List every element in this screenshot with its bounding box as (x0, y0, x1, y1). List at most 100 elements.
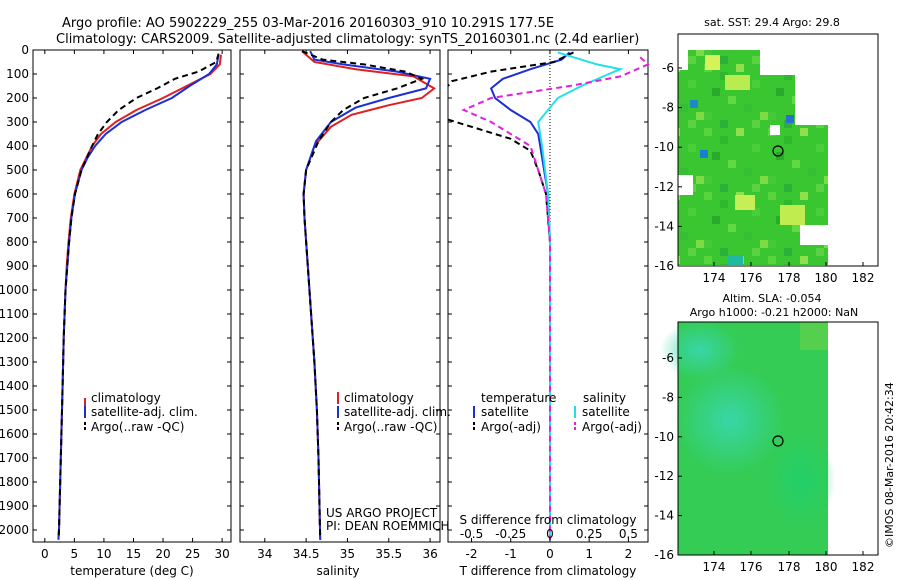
depth-tick-label: 500 (6, 163, 29, 177)
salinity-series-argo (301, 50, 425, 540)
sla-low-region (800, 322, 828, 350)
x-tick-label: 35.5 (375, 547, 402, 561)
s-tick-label: 0.5 (619, 527, 638, 541)
map-x-tick-label: 176 (740, 560, 763, 574)
sst-warm-patch (725, 75, 750, 90)
map-y-tick-label: -12 (654, 180, 674, 194)
sla-high-region (660, 320, 740, 380)
map-x-tick-label: 182 (852, 560, 875, 574)
map-x-tick-label: 174 (703, 560, 726, 574)
sst-map (678, 50, 828, 265)
s-tick-label: 0.25 (576, 527, 603, 541)
depth-tick-label: 1900 (0, 499, 29, 513)
map-y-tick-label: -16 (654, 548, 674, 562)
salinity-series-climatology (301, 50, 436, 540)
map-x-tick-label: 182 (852, 271, 875, 285)
temperature-legend: climatology satellite-adj. clim. Argo(..… (84, 391, 198, 434)
map-x-tick-label: 178 (778, 560, 801, 574)
depth-tick-label: 300 (6, 115, 29, 129)
sst-cool-patch (786, 115, 794, 123)
map-y-tick-label: -16 (654, 259, 674, 273)
sst-warm-patch (735, 195, 755, 210)
salinity-xlabel: salinity (316, 564, 359, 578)
difference-legend: temperature salinity satellite Argo(-adj… (473, 391, 642, 434)
depth-tick-label: 1800 (0, 475, 29, 489)
depth-tick-label: 2000 (0, 523, 29, 537)
difference-plot: -2 -1 0 1 2 (447, 50, 650, 561)
legend-climatology: climatology (91, 391, 161, 405)
difference-series-t-argo-lower (447, 118, 551, 540)
s-tick-label: 0 (546, 527, 554, 541)
project-line-1: US ARGO PROJECT (326, 506, 438, 520)
sst-map-title: sat. SST: 29.4 Argo: 29.8 (704, 16, 840, 29)
x-tick-label: 2 (625, 547, 633, 561)
sla-map (660, 320, 835, 555)
legend-t-argo: Argo(-adj) (481, 420, 541, 434)
x-tick-label: 34.5 (293, 547, 320, 561)
sst-map-frame (677, 33, 879, 267)
sla-map-frame (677, 321, 879, 556)
legend-temperature-title: temperature (481, 391, 556, 405)
difference-xlabel: T difference from climatology (459, 564, 637, 578)
s-difference-ticks: -0.5 -0.25 0 0.25 0.5 (460, 527, 638, 541)
depth-tick-label: 800 (6, 235, 29, 249)
temperature-series-climatology (57, 54, 222, 540)
x-tick-label: 25 (185, 547, 200, 561)
depth-tick-label: 0 (21, 43, 29, 57)
x-tick-label: 20 (155, 547, 170, 561)
sla-map-title-2: Argo h1000: -0.21 h2000: NaN (690, 306, 859, 319)
x-tick-label: 5 (71, 547, 79, 561)
legend-satellite: satellite-adj. clim. (344, 405, 451, 419)
difference-panel-frame (447, 49, 649, 543)
sst-map-axes: 174 176 178 180 182 -6 -8 -10 -12 -14 -16 (654, 61, 874, 285)
x-tick-label: -1 (505, 547, 517, 561)
depth-tick-label: 1000 (0, 283, 29, 297)
sst-cool-patch (700, 150, 708, 158)
temperature-plot: 0 5 10 15 20 25 30 (41, 50, 230, 561)
salinity-legend: climatology satellite-adj. clim. Argo(..… (337, 391, 451, 434)
sst-gap (800, 225, 828, 245)
salinity-plot: 34 34.5 35 35.5 36 (257, 50, 438, 561)
x-tick-label: 10 (96, 547, 111, 561)
x-tick-label: 15 (126, 547, 141, 561)
map-x-tick-label: 176 (740, 271, 763, 285)
sla-map-axes: 174 176 178 180 182 -6 -8 -10 -12 -14 -16 (654, 351, 874, 574)
argo-position-marker (772, 145, 784, 157)
timestamp: ©IMOS 08-Mar-2016 20:42:34 (883, 382, 896, 548)
map-y-tick-label: -6 (662, 351, 674, 365)
map-x-tick-label: 174 (703, 271, 726, 285)
legend-argo: Argo(..raw -QC) (91, 420, 184, 434)
x-tick-label: 34 (257, 547, 272, 561)
s-difference-label: S difference from climatology (460, 513, 637, 527)
map-x-tick-label: 180 (815, 271, 838, 285)
difference-series-t-argo (447, 51, 574, 87)
x-tick-label: 35 (340, 547, 355, 561)
temperature-series-argo (57, 53, 220, 540)
salinity-series-satellite (302, 50, 432, 540)
sst-cool-patch (690, 100, 698, 108)
x-tick-label: 0 (546, 547, 554, 561)
depth-tick-label: 700 (6, 211, 29, 225)
header-line-2: Climatology: CARS2009. Satellite-adjuste… (56, 32, 639, 47)
project-line-2: PI: DEAN ROEMMICH (326, 519, 449, 533)
difference-series-t-satellite (489, 51, 571, 540)
temperature-series-satellite (57, 54, 220, 540)
map-y-tick-label: -6 (662, 61, 674, 75)
sst-warm-patch (705, 55, 720, 70)
map-y-tick-label: -10 (654, 140, 674, 154)
depth-tick-label: 100 (6, 67, 29, 81)
legend-climatology: climatology (344, 391, 414, 405)
sst-gap (678, 175, 693, 195)
depth-tick-label: 1300 (0, 355, 29, 369)
difference-series-s-satellite (537, 51, 624, 540)
map-y-tick-label: -14 (654, 509, 674, 523)
sst-cool-patch (728, 255, 743, 265)
sla-low-region (765, 430, 835, 530)
x-tick-label: 1 (585, 547, 593, 561)
legend-s-argo: Argo(-adj) (582, 420, 642, 434)
map-y-tick-label: -12 (654, 469, 674, 483)
depth-tick-label: 1400 (0, 379, 29, 393)
header-line-1: Argo profile: AO 5902229_255 03-Mar-2016… (62, 16, 554, 31)
depth-tick-label: 900 (6, 259, 29, 273)
